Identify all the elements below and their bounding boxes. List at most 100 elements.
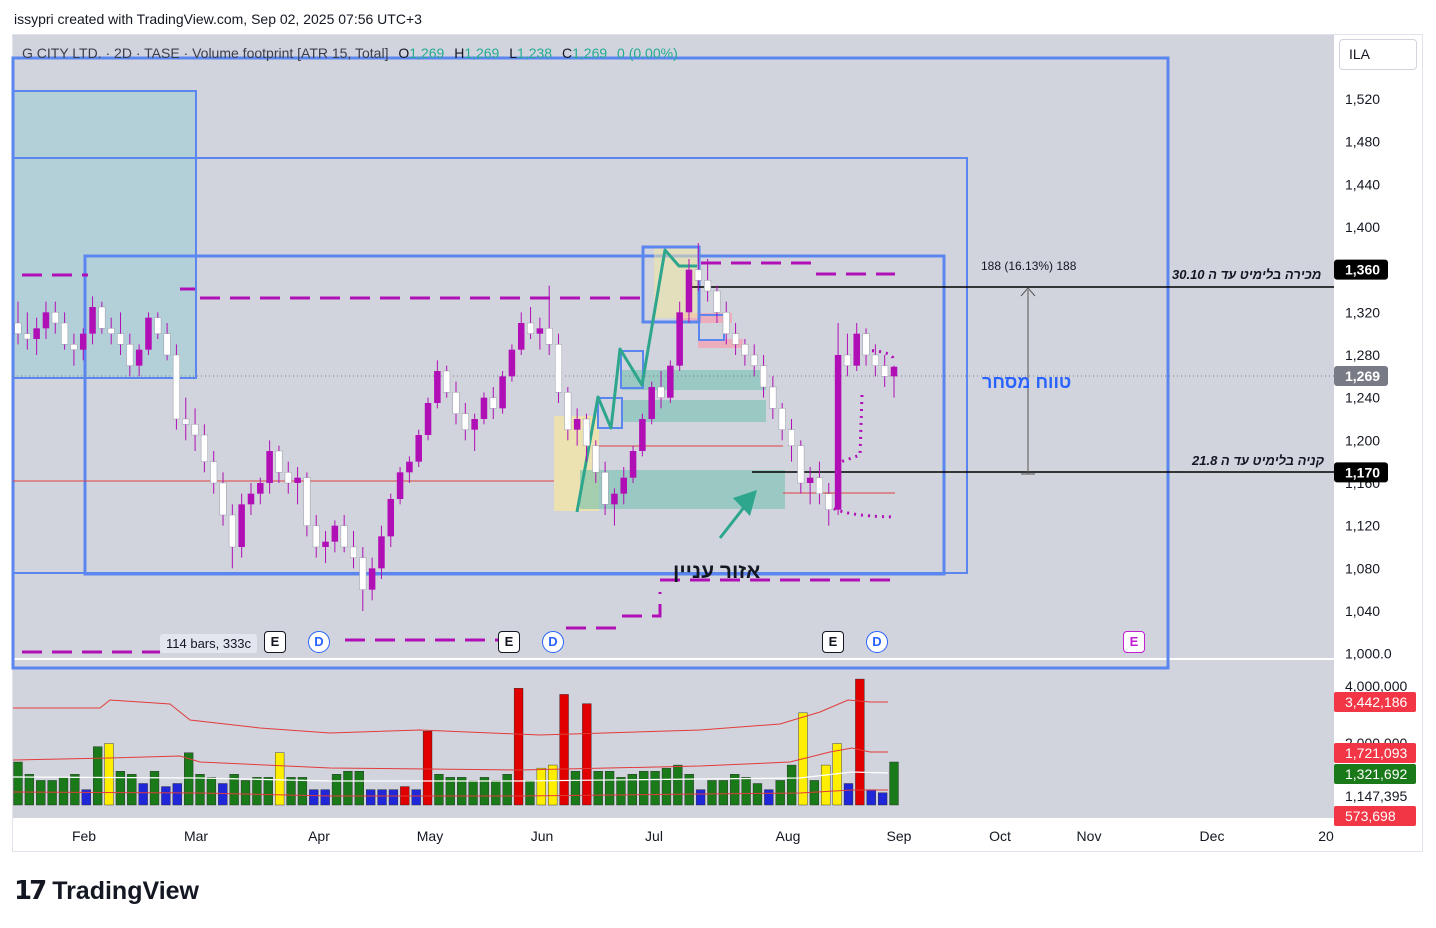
top-blue-box[interactable]: [641, 245, 701, 324]
earnings-event-icon[interactable]: E: [498, 631, 520, 653]
earnings-event-icon[interactable]: E: [264, 631, 286, 653]
volume-bar: [695, 789, 706, 806]
currency-selector[interactable]: ILA: [1339, 39, 1417, 70]
time-tick-label: 20: [1318, 828, 1334, 844]
price-tick-label: 1,080: [1345, 560, 1380, 576]
candle-body: [806, 477, 814, 483]
volume-bar: [286, 777, 296, 806]
candle-body: [266, 451, 273, 483]
change-value: 0 (0.00%): [617, 45, 678, 61]
teal-zone-1[interactable]: [622, 370, 766, 390]
time-tick-label: Feb: [72, 828, 96, 844]
pink-zone-1[interactable]: [676, 313, 732, 323]
volume-bar: [650, 771, 660, 806]
candle-body: [778, 408, 786, 430]
candle-body: [294, 477, 301, 483]
time-axis-ticks: Feb Mar Apr May Jun Jul Aug Sep Oct Nov Dec 20: [72, 828, 1334, 844]
trading-range-annotation[interactable]: טווח מסחר: [982, 372, 1072, 392]
top-yellow-zone[interactable]: [654, 248, 700, 318]
zone-arrow: [718, 490, 757, 539]
high-label: H: [454, 45, 465, 61]
candle-body: [98, 306, 106, 329]
volume-bar: [639, 771, 649, 806]
candle-body: [340, 525, 348, 548]
volume-bar: [718, 780, 728, 806]
volume-value-badge: [1334, 692, 1416, 712]
teal-zone-2[interactable]: [622, 400, 766, 422]
candle-body: [154, 317, 162, 334]
volume-bar: [877, 792, 888, 806]
bars-count-label: 114 bars, 333c: [160, 634, 258, 653]
volume-bar: [229, 774, 239, 806]
sell-limit-annotation[interactable]: מכירה בלימיט עד ה 30.10: [1172, 267, 1322, 282]
candle-body: [536, 328, 544, 334]
candle-body: [732, 333, 740, 345]
candle-body: [685, 269, 693, 313]
zone-of-interest-annotation[interactable]: אזור עניין: [673, 560, 761, 583]
buy-limit-annotation[interactable]: קניה בלימיט עד ה 21.8: [1192, 453, 1325, 468]
candle-body: [722, 312, 730, 334]
left-teal-zone[interactable]: [12, 90, 197, 379]
volume-bar: [354, 771, 364, 806]
symbol-name: G CITY LTD. · 2D · TASE · Volume footpri…: [22, 45, 389, 61]
candle-body: [881, 365, 889, 377]
candle-body: [312, 525, 320, 548]
price-tick-label: 1,320: [1345, 304, 1380, 320]
symbol-legend[interactable]: G CITY LTD. · 2D · TASE · Volume footpri…: [22, 45, 684, 61]
candle-body: [406, 461, 413, 473]
dotted-projection-upper: [864, 348, 895, 361]
volume-bar: [741, 777, 751, 806]
price-tick-label: 1,240: [1345, 390, 1380, 406]
volume-bar: [161, 786, 171, 806]
volume-bar: [206, 777, 217, 806]
volume-bar: [275, 752, 285, 806]
dividend-event-icon[interactable]: D: [308, 631, 330, 653]
dividend-event-icon[interactable]: D: [542, 631, 564, 653]
price-tick-label: 1,200: [1345, 432, 1380, 448]
candle-body: [368, 568, 376, 590]
candle-body: [322, 541, 329, 547]
volume-bar: [786, 764, 797, 806]
tradingview-logo[interactable]: 17 TradingView: [14, 876, 199, 906]
volume-bar: [195, 774, 205, 806]
volume-bar: [616, 777, 626, 806]
candle-body: [676, 312, 683, 366]
price-tick-label: 1,520: [1345, 91, 1380, 107]
volume-bar: [24, 774, 35, 806]
candle-body: [79, 333, 87, 350]
candle-body: [871, 354, 879, 366]
small-blue-box-2[interactable]: [620, 350, 644, 389]
price-labels: 1,360 1,269 1,170: [1334, 259, 1388, 483]
candle-body: [238, 504, 245, 547]
candle-body: [489, 397, 497, 409]
candle-body: [760, 365, 768, 388]
candle-body: [396, 472, 404, 499]
volume-bands: [12, 699, 889, 797]
candle-body: [228, 514, 236, 548]
time-tick-label: Oct: [989, 828, 1011, 844]
volume-bar: [127, 774, 137, 806]
price-value-label: 1,170: [1345, 464, 1380, 480]
dividend-event-icon[interactable]: D: [866, 631, 888, 653]
volume-bar: [468, 780, 478, 806]
pink-zone-2[interactable]: [698, 339, 743, 348]
volume-tick-label: 4,000,000: [1345, 678, 1407, 694]
time-tick-label: Sep: [887, 828, 912, 844]
close-value: 1,269: [572, 45, 608, 61]
candle-body: [741, 344, 749, 356]
inner-range-box[interactable]: [83, 254, 946, 576]
volume-bar: [593, 771, 603, 806]
teal-zone-3[interactable]: [580, 470, 785, 509]
volume-bar: [218, 783, 228, 806]
future-earnings-event-icon[interactable]: E: [1123, 631, 1145, 653]
wave-zigzag[interactable]: [575, 248, 697, 513]
candle-body: [582, 418, 590, 446]
volume-axis: 4,000,0002,000,0003,442,1861,721,0931,32…: [1334, 678, 1416, 826]
volume-bar: [104, 743, 114, 806]
volume-bar: [855, 678, 865, 806]
earnings-event-icon[interactable]: E: [822, 631, 844, 653]
volume-bar: [92, 746, 103, 806]
candle-body: [331, 525, 339, 542]
volume-bar: [366, 789, 376, 806]
